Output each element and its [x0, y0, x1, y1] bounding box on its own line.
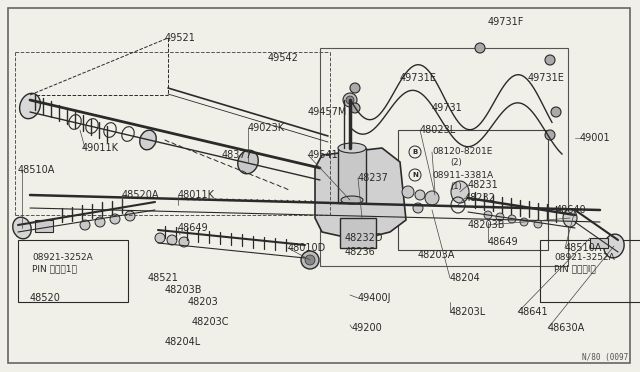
Text: 48510A: 48510A	[565, 243, 602, 253]
Text: 48023L: 48023L	[420, 125, 456, 135]
Ellipse shape	[20, 93, 40, 119]
Circle shape	[80, 220, 90, 230]
Circle shape	[155, 233, 165, 243]
Circle shape	[125, 211, 135, 221]
Text: 48204L: 48204L	[165, 337, 201, 347]
Circle shape	[484, 211, 492, 219]
Text: 48231: 48231	[468, 180, 499, 190]
Bar	[320, 48, 568, 266]
Text: 49731: 49731	[432, 103, 463, 113]
Text: 49541: 49541	[308, 150, 339, 160]
Text: 08921-3252A: 08921-3252A	[554, 253, 615, 263]
Text: 48011K: 48011K	[178, 190, 215, 200]
Text: 48203: 48203	[188, 297, 219, 307]
Text: 48630A: 48630A	[548, 323, 585, 333]
Circle shape	[425, 191, 439, 205]
Circle shape	[350, 83, 360, 93]
Text: 48236: 48236	[345, 247, 376, 257]
Ellipse shape	[341, 196, 363, 204]
Text: 49731E: 49731E	[400, 73, 437, 83]
Circle shape	[475, 43, 485, 53]
Text: 48510A: 48510A	[18, 165, 56, 175]
Circle shape	[551, 107, 561, 117]
Text: 49400J: 49400J	[358, 293, 392, 303]
Circle shape	[305, 255, 315, 265]
Text: 48204: 48204	[450, 273, 481, 283]
Circle shape	[545, 55, 555, 65]
Text: 48203C: 48203C	[192, 317, 230, 327]
Circle shape	[402, 186, 414, 198]
Ellipse shape	[338, 143, 366, 153]
Text: 49200: 49200	[352, 323, 383, 333]
Text: 48203B: 48203B	[468, 220, 506, 230]
Text: (1): (1)	[450, 182, 461, 190]
Text: PIN ビン（I）: PIN ビン（I）	[554, 264, 596, 273]
Ellipse shape	[563, 209, 577, 227]
Bar	[338, 148, 366, 203]
Ellipse shape	[451, 181, 469, 203]
Text: 48237: 48237	[358, 173, 389, 183]
Ellipse shape	[140, 130, 156, 150]
Text: 48520A: 48520A	[122, 190, 159, 200]
Text: 49457M: 49457M	[308, 107, 348, 117]
Text: 48232D: 48232D	[345, 233, 383, 243]
Text: 49011K: 49011K	[82, 143, 119, 153]
Bar	[590, 238, 608, 248]
Text: (2): (2)	[450, 158, 461, 167]
Circle shape	[508, 215, 516, 223]
Text: 49001: 49001	[580, 133, 611, 143]
Text: PIN ビン（1）: PIN ビン（1）	[32, 264, 77, 273]
Circle shape	[110, 214, 120, 224]
Text: 48649: 48649	[178, 223, 209, 233]
Circle shape	[95, 217, 105, 227]
Circle shape	[545, 130, 555, 140]
Text: 48377: 48377	[222, 150, 253, 160]
Circle shape	[496, 213, 504, 221]
Bar	[340, 218, 376, 248]
Text: 49731E: 49731E	[528, 73, 565, 83]
Text: 48641: 48641	[518, 307, 548, 317]
Circle shape	[179, 237, 189, 247]
Text: 48203B: 48203B	[165, 285, 202, 295]
Text: 08921-3252A: 08921-3252A	[32, 253, 93, 263]
Circle shape	[350, 103, 360, 113]
Circle shape	[520, 218, 528, 226]
Text: 48640: 48640	[556, 205, 587, 215]
Text: 48649: 48649	[488, 237, 518, 247]
Circle shape	[415, 190, 425, 200]
Circle shape	[167, 235, 177, 245]
Text: 48203L: 48203L	[450, 307, 486, 317]
Circle shape	[301, 251, 319, 269]
Circle shape	[413, 203, 423, 213]
Bar	[35, 220, 53, 232]
Text: B: B	[412, 149, 418, 155]
Text: 48521: 48521	[148, 273, 179, 283]
Text: 08120-8201E: 08120-8201E	[432, 148, 492, 157]
Text: 48010D: 48010D	[288, 243, 326, 253]
Circle shape	[343, 93, 357, 107]
Ellipse shape	[13, 217, 31, 239]
Text: 48520: 48520	[30, 293, 61, 303]
Text: 08911-3381A: 08911-3381A	[432, 170, 493, 180]
Text: 48232: 48232	[465, 193, 496, 203]
Text: 48203A: 48203A	[418, 250, 456, 260]
Text: N/80 (0097: N/80 (0097	[582, 353, 628, 362]
Text: 49521: 49521	[165, 33, 196, 43]
Text: 49542: 49542	[268, 53, 299, 63]
Text: N: N	[412, 172, 418, 178]
Circle shape	[346, 96, 354, 104]
Text: 49023K: 49023K	[248, 123, 285, 133]
Polygon shape	[315, 148, 406, 240]
Bar	[398, 130, 548, 250]
Circle shape	[534, 220, 542, 228]
Text: 49731F: 49731F	[488, 17, 524, 27]
Bar	[18, 240, 128, 302]
Ellipse shape	[604, 234, 624, 258]
Bar	[540, 240, 640, 302]
Ellipse shape	[237, 150, 259, 174]
